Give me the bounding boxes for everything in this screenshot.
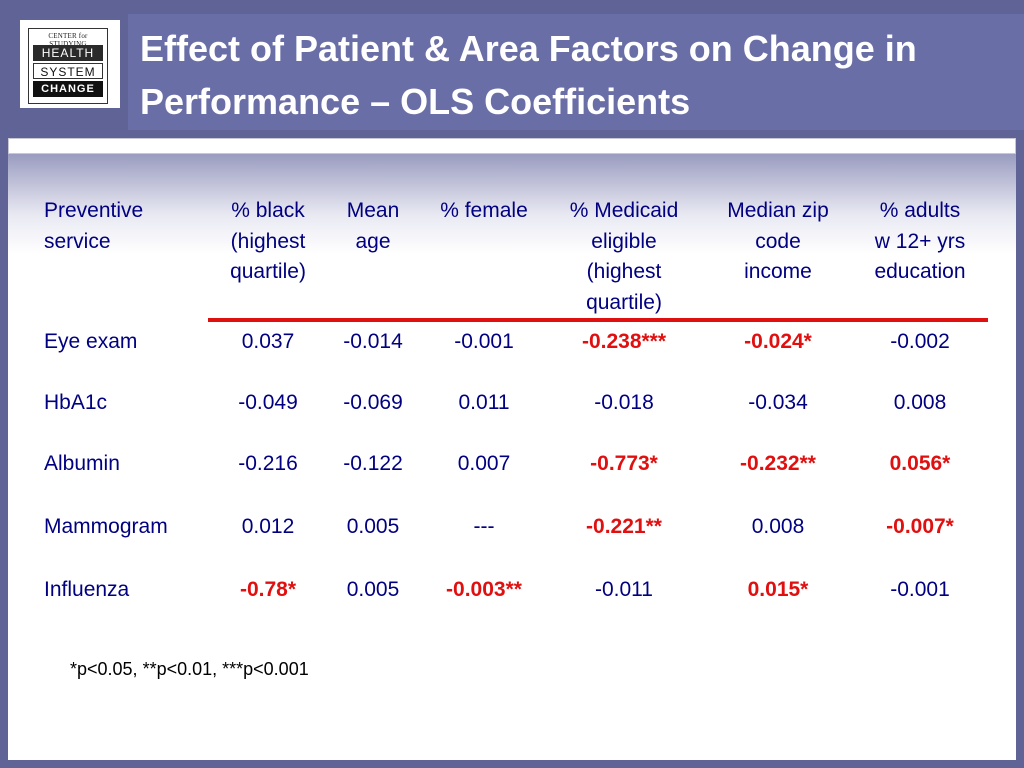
row-label: Influenza: [44, 578, 130, 601]
table-cell: 0.037: [241, 330, 295, 353]
row-label: Mammogram: [44, 515, 168, 538]
header-line: w 12+ yrs: [874, 229, 966, 253]
header-line: (highest: [230, 229, 306, 253]
table-cell: -0.034: [748, 391, 808, 414]
header-line: % adults: [879, 199, 961, 222]
table-cell: -0.216: [238, 452, 298, 475]
table-cell: -0.773*: [590, 452, 658, 475]
column-header-3: % female: [424, 196, 544, 227]
table-cell: 0.007: [457, 452, 511, 475]
header-line: age: [355, 229, 391, 253]
table-cell: ---: [473, 515, 495, 538]
header-line: education: [874, 260, 966, 283]
table-cell: -0.003**: [446, 578, 522, 601]
row-label: HbA1c: [44, 391, 108, 414]
table-cell: 0.015*: [747, 578, 809, 601]
header-line: Preventive: [44, 199, 144, 222]
table-cell: -0.001: [454, 330, 514, 353]
table-cell: -0.221**: [586, 515, 662, 538]
header-rule: [208, 318, 988, 322]
column-header-5: Median zip code income: [708, 196, 848, 288]
significance-footnote: *p<0.05, **p<0.01, ***p<0.001: [70, 659, 309, 679]
table-cell: 0.011: [458, 391, 510, 414]
column-header-1: % black (highest quartile): [213, 196, 323, 288]
hsc-logo: CENTER for STUDYING HEALTH SYSTEM CHANGE: [20, 20, 120, 108]
table-cell: -0.238***: [581, 330, 667, 353]
slide-content: [8, 154, 1016, 760]
content-body: [8, 254, 1016, 760]
header-line: Mean: [346, 199, 400, 222]
header-line: (highest: [586, 260, 662, 283]
logo-word-health: HEALTH: [33, 45, 103, 61]
header-line: quartile): [230, 260, 306, 283]
table-cell: -0.002: [890, 330, 950, 353]
table-cell: -0.007*: [886, 515, 954, 538]
column-header-2: Mean age: [333, 196, 413, 257]
table-cell: 0.005: [346, 578, 400, 601]
header-line: income: [744, 260, 812, 283]
table-cell: 0.005: [346, 515, 400, 538]
column-header-6: % adults w 12+ yrs education: [855, 196, 985, 288]
table-cell: -0.069: [343, 391, 403, 414]
header-line: eligible: [591, 229, 657, 253]
table-cell: 0.008: [751, 515, 805, 538]
title-panel: [128, 14, 1024, 130]
column-header-4: % Medicaid eligible (highest quartile): [549, 196, 699, 318]
logo-top-text: CENTER for STUDYING: [48, 32, 88, 48]
header-line: % female: [440, 199, 528, 222]
table-cell: -0.049: [238, 391, 298, 414]
table-cell: -0.122: [343, 452, 403, 475]
table-cell: -0.018: [594, 391, 654, 414]
table-cell: 0.008: [893, 391, 947, 414]
row-label: Eye exam: [44, 330, 138, 353]
logo-frame: CENTER for STUDYING HEALTH SYSTEM CHANGE: [28, 28, 108, 104]
header-line: quartile): [586, 290, 662, 314]
header-line: code: [755, 229, 801, 253]
table-cell: -0.78*: [239, 578, 297, 601]
table-cell: 0.012: [241, 515, 295, 538]
table-cell: -0.014: [343, 330, 403, 353]
header-line: % black: [231, 199, 305, 222]
header-line: Median zip: [727, 199, 829, 222]
table-cell: -0.024*: [744, 330, 812, 353]
header-preventive-service: Preventive service: [44, 196, 204, 257]
header-divider-strip: [8, 138, 1016, 154]
table-cell: -0.232**: [740, 452, 816, 475]
table-cell: 0.056*: [889, 452, 951, 475]
logo-word-change: CHANGE: [33, 81, 103, 97]
table-cell: -0.011: [595, 578, 653, 601]
slide-title: Effect of Patient & Area Factors on Chan…: [140, 28, 917, 122]
logo-word-system: SYSTEM: [33, 63, 103, 79]
table-cell: -0.001: [890, 578, 950, 601]
row-label: Albumin: [44, 452, 120, 475]
header-line: % Medicaid: [569, 199, 679, 222]
header-line: service: [44, 229, 111, 253]
